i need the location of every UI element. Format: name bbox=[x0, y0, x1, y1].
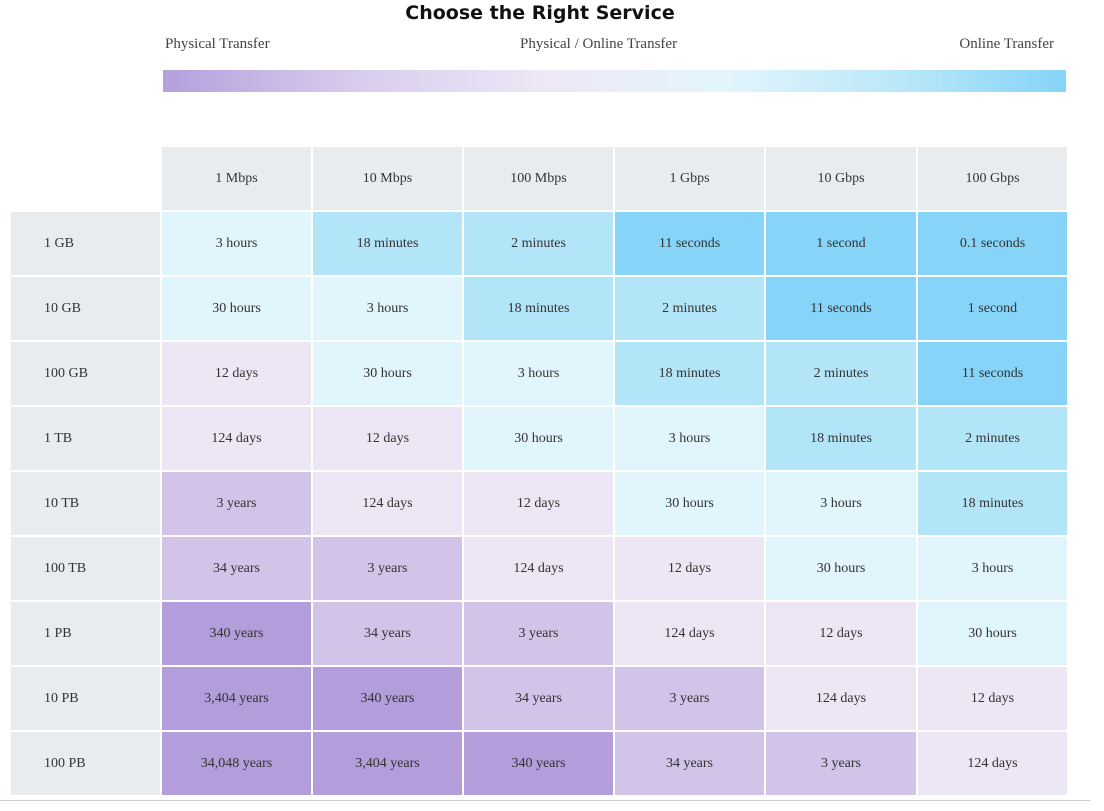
table-cell: 3,404 years bbox=[312, 731, 463, 796]
table-cell: 3 years bbox=[161, 471, 312, 536]
row-header: 1 GB bbox=[10, 211, 161, 276]
table-cell: 34,048 years bbox=[161, 731, 312, 796]
table-cell: 1 second bbox=[917, 276, 1068, 341]
scale-label-physical: Physical Transfer bbox=[165, 36, 270, 52]
table-cell: 34 years bbox=[463, 666, 614, 731]
table-cell: 2 minutes bbox=[463, 211, 614, 276]
table-cell: 3 hours bbox=[917, 536, 1068, 601]
table-cell: 18 minutes bbox=[463, 276, 614, 341]
transfer-time-table: 1 Mbps 10 Mbps 100 Mbps 1 Gbps 10 Gbps 1… bbox=[10, 146, 1068, 796]
table-cell: 3 years bbox=[614, 666, 765, 731]
row-header: 10 TB bbox=[10, 471, 161, 536]
table-cell: 2 minutes bbox=[917, 406, 1068, 471]
column-header: 1 Gbps bbox=[614, 146, 765, 211]
row-header: 100 TB bbox=[10, 536, 161, 601]
table-cell: 3 hours bbox=[312, 276, 463, 341]
row-header: 100 GB bbox=[10, 341, 161, 406]
table-cell: 3 years bbox=[312, 536, 463, 601]
table-cell: 12 days bbox=[463, 471, 614, 536]
table-cell: 18 minutes bbox=[765, 406, 917, 471]
table-cell: 124 days bbox=[161, 406, 312, 471]
table-cell: 340 years bbox=[463, 731, 614, 796]
table-corner bbox=[10, 146, 161, 211]
column-header: 100 Mbps bbox=[463, 146, 614, 211]
table-cell: 30 hours bbox=[463, 406, 614, 471]
bottom-divider bbox=[0, 800, 1090, 801]
table-cell: 34 years bbox=[614, 731, 765, 796]
table-cell: 3 hours bbox=[161, 211, 312, 276]
page-title: Choose the Right Service bbox=[405, 2, 675, 24]
table-cell: 18 minutes bbox=[312, 211, 463, 276]
table-cell: 30 hours bbox=[312, 341, 463, 406]
column-header: 10 Gbps bbox=[765, 146, 917, 211]
table-cell: 124 days bbox=[614, 601, 765, 666]
table-cell: 12 days bbox=[765, 601, 917, 666]
table-cell: 30 hours bbox=[765, 536, 917, 601]
table-cell: 11 seconds bbox=[765, 276, 917, 341]
table-cell: 340 years bbox=[312, 666, 463, 731]
table-cell: 2 minutes bbox=[614, 276, 765, 341]
table-cell: 30 hours bbox=[917, 601, 1068, 666]
row-header: 100 PB bbox=[10, 731, 161, 796]
table-cell: 3 hours bbox=[765, 471, 917, 536]
column-header: 100 Gbps bbox=[917, 146, 1068, 211]
table-cell: 124 days bbox=[917, 731, 1068, 796]
table-cell: 340 years bbox=[161, 601, 312, 666]
transfer-scale-gradient-bar bbox=[163, 70, 1066, 92]
column-header: 10 Mbps bbox=[312, 146, 463, 211]
table-cell: 3,404 years bbox=[161, 666, 312, 731]
table-cell: 0.1 seconds bbox=[917, 211, 1068, 276]
table-cell: 12 days bbox=[917, 666, 1068, 731]
table-cell: 18 minutes bbox=[614, 341, 765, 406]
table-cell: 3 hours bbox=[614, 406, 765, 471]
table-cell: 34 years bbox=[161, 536, 312, 601]
column-header: 1 Mbps bbox=[161, 146, 312, 211]
table-cell: 12 days bbox=[161, 341, 312, 406]
table-cell: 3 hours bbox=[463, 341, 614, 406]
row-header: 10 PB bbox=[10, 666, 161, 731]
table-cell: 3 years bbox=[765, 731, 917, 796]
table-cell: 30 hours bbox=[161, 276, 312, 341]
table-cell: 34 years bbox=[312, 601, 463, 666]
table-cell: 18 minutes bbox=[917, 471, 1068, 536]
table-cell: 11 seconds bbox=[917, 341, 1068, 406]
table-cell: 30 hours bbox=[614, 471, 765, 536]
table-cell: 124 days bbox=[312, 471, 463, 536]
row-header: 1 PB bbox=[10, 601, 161, 666]
table-cell: 2 minutes bbox=[765, 341, 917, 406]
scale-label-online: Online Transfer bbox=[959, 36, 1054, 52]
table-cell: 12 days bbox=[312, 406, 463, 471]
table-cell: 124 days bbox=[765, 666, 917, 731]
table-cell: 12 days bbox=[614, 536, 765, 601]
scale-label-physical-online: Physical / Online Transfer bbox=[520, 36, 678, 52]
table-cell: 124 days bbox=[463, 536, 614, 601]
table-cell: 1 second bbox=[765, 211, 917, 276]
table-cell: 3 years bbox=[463, 601, 614, 666]
table-cell: 11 seconds bbox=[614, 211, 765, 276]
row-header: 1 TB bbox=[10, 406, 161, 471]
row-header: 10 GB bbox=[10, 276, 161, 341]
